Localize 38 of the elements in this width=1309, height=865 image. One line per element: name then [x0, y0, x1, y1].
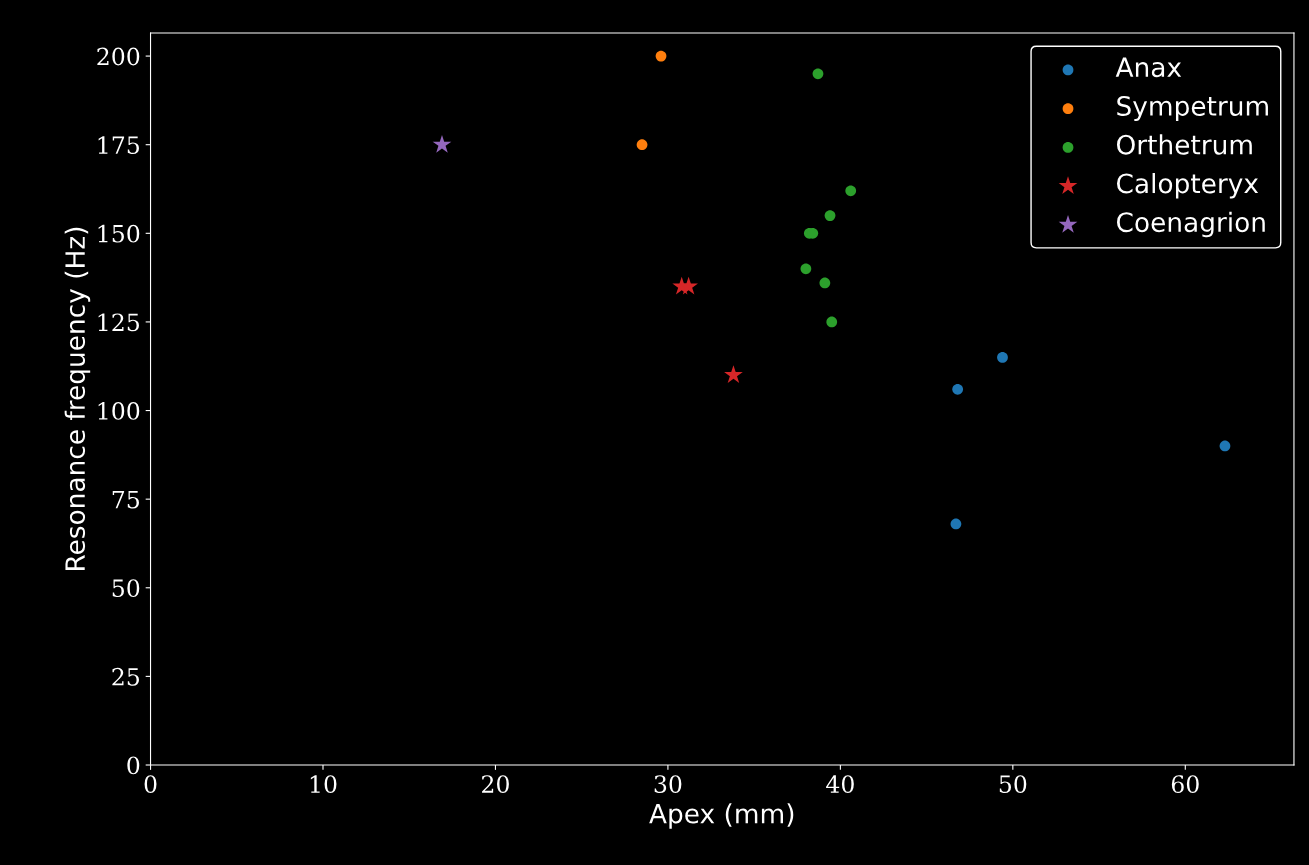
point: [952, 383, 964, 395]
legend-label: Calopteryx: [1116, 172, 1259, 199]
legend-label: Sympetrum: [1117, 95, 1268, 122]
point: [812, 68, 824, 80]
y-tick-label: 25: [112, 667, 139, 686]
x-tick-label: 60: [1171, 775, 1199, 793]
point: [845, 185, 857, 197]
point: [636, 139, 648, 151]
legend-label: Anax: [1115, 57, 1182, 78]
point: [819, 277, 831, 289]
legend-label: Orthetrum: [1116, 134, 1252, 155]
y-tick-label: 200: [97, 47, 140, 66]
y-axis-title: Resonance frequency (Hz): [64, 227, 91, 570]
point: [824, 210, 836, 221]
y-tick-label: 175: [98, 136, 139, 154]
y-tick-label: 50: [112, 579, 140, 598]
point: [800, 263, 812, 275]
point: [997, 352, 1008, 363]
x-tick-label: 0: [144, 775, 157, 793]
x-tick-label: 50: [999, 775, 1027, 793]
point: [826, 316, 838, 328]
x-axis-title: Apex (mm): [649, 803, 794, 829]
y-tick-label: 75: [112, 490, 139, 509]
x-tick-label: 10: [310, 775, 337, 793]
point: [679, 276, 698, 295]
x-tick-label: 30: [654, 775, 682, 793]
point: [1219, 440, 1231, 452]
point: [655, 50, 667, 62]
y-tick-label: 150: [98, 224, 140, 243]
point: [432, 134, 452, 153]
point: [950, 518, 962, 530]
x-tick-label: 20: [482, 775, 509, 793]
y-tick-label: 100: [98, 401, 140, 420]
y-tick-label: 125: [98, 313, 139, 332]
point: [724, 365, 743, 384]
legend-label: Coenagrion: [1116, 211, 1265, 238]
y-tick-label: 0: [127, 756, 140, 775]
x-tick-label: 40: [826, 775, 854, 793]
